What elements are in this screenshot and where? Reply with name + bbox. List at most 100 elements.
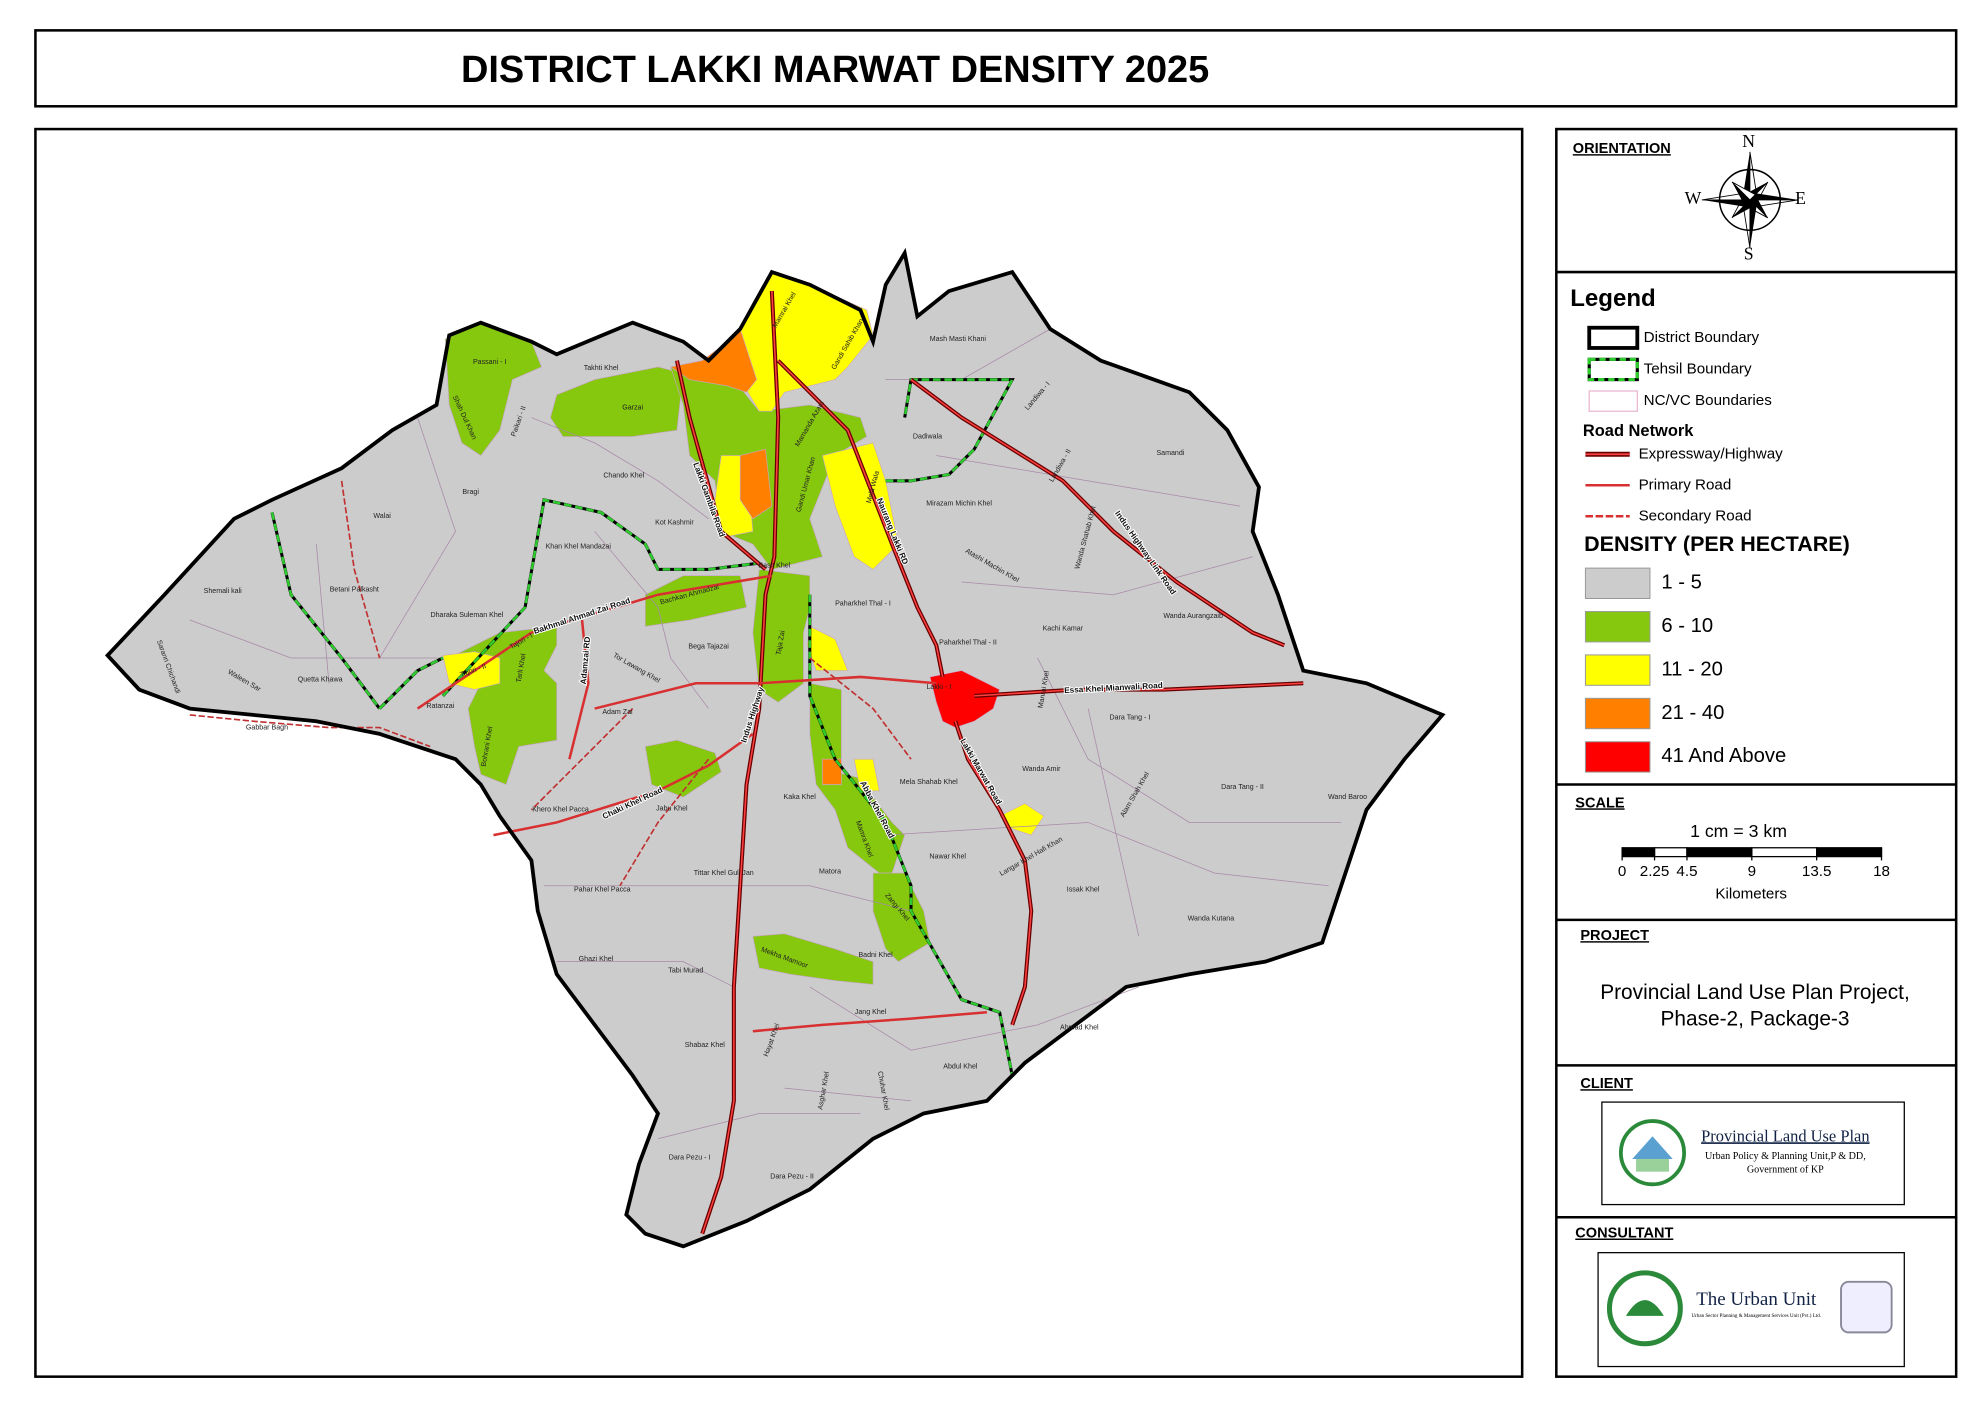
density-zone [550, 366, 684, 437]
legend-label: 41 And Above [1661, 745, 1786, 767]
highway [676, 360, 767, 570]
place-label: Paharkhel Thal - II [939, 639, 997, 647]
project-text: Phase-2, Package-3 [1660, 1007, 1849, 1030]
client-text: Urban Policy & Planning Unit,P & DD, [1705, 1151, 1866, 1162]
legend-label: 6 - 10 [1661, 615, 1713, 637]
primary-road [594, 682, 760, 710]
place-label: Wand Baroo [1328, 793, 1367, 801]
highway [954, 720, 1032, 1026]
place-label: Paharkhel Thal - I [835, 599, 891, 607]
project-text: Provincial Land Use Plan Project, [1600, 981, 1910, 1004]
compass-point [1749, 199, 1758, 249]
scale-unit: Kilometers [1715, 886, 1787, 903]
ncvc-boundary [189, 619, 443, 659]
legend-subheading: Road Network [1583, 422, 1694, 440]
ncvc-boundary [936, 455, 1241, 507]
ncvc-boundary [531, 417, 709, 520]
scale-tick-label: 0 [1618, 863, 1626, 880]
place-label: Issak Khel [1067, 885, 1100, 893]
ncvc-boundary [379, 417, 456, 659]
ncvc-boundary [544, 885, 912, 912]
compass-w: W [1685, 188, 1702, 208]
compass-ring [1718, 168, 1782, 232]
district-boundary [104, 247, 1446, 1249]
scale-segment [1621, 847, 1656, 858]
scale-tick-label: 13.5 [1802, 863, 1832, 880]
legend-heading: Legend [1570, 285, 1655, 312]
client-logo-roof [1632, 1136, 1673, 1160]
compass-e: E [1795, 188, 1806, 208]
place-label: Dara Pezu - II [770, 1173, 814, 1181]
consultant-name: The Urban Unit [1696, 1289, 1817, 1310]
place-label: Dadiwala [913, 432, 942, 440]
place-label: Khero Khel Pacca [532, 806, 589, 814]
place-label: Gabbar Bagh [246, 723, 288, 731]
primary-road [568, 619, 590, 760]
ncvc-boundary [1037, 657, 1342, 823]
place-label: Tabi Murad [668, 966, 703, 974]
density-zone [752, 933, 874, 985]
tehsil-boundary [378, 656, 444, 710]
legend-swatch [1587, 325, 1640, 350]
place-label: Basit Khel [758, 561, 790, 569]
ncvc-boundary [556, 961, 735, 988]
legend-swatch-base [1587, 357, 1639, 382]
place-label: Quetta Khawa [298, 675, 343, 683]
compass-point [1749, 192, 1798, 200]
place-label: Khan Khel Mandazai [546, 542, 612, 550]
legend-label: 21 - 40 [1661, 702, 1724, 724]
place-label: Ghazi Khel [579, 955, 614, 963]
place-label: Pahar Khel Pacca [574, 885, 631, 893]
scale-tick-label: 2.25 [1640, 863, 1670, 880]
title-frame [34, 29, 1958, 108]
legend-label: 1 - 5 [1661, 572, 1702, 594]
place-label: Bragi [462, 488, 479, 496]
density-zone [739, 448, 773, 520]
place-label: Kaka Khel [784, 793, 817, 801]
legend-label: Expressway/Highway [1639, 445, 1784, 462]
secondary-road [340, 480, 381, 659]
place-label: Jabu Khel [656, 804, 688, 812]
place-label: Kachi Kamar [1043, 625, 1084, 633]
primary-road [752, 1010, 988, 1033]
consultant-heading: CONSULTANT [1575, 1226, 1673, 1242]
place-label: Garzai [622, 403, 643, 411]
legend-label: Primary Road [1639, 476, 1732, 493]
client-logo-base [1636, 1159, 1669, 1172]
scale-ratio: 1 cm = 3 km [1690, 821, 1787, 841]
ncvc-boundary [315, 544, 330, 684]
scale-segment [1751, 847, 1818, 858]
primary-road [759, 675, 937, 685]
place-label: Wanda Kutana [1188, 914, 1235, 922]
place-label: Dara Tang - II [1221, 783, 1264, 791]
secondary-road [530, 707, 634, 811]
legend-swatch [1584, 611, 1651, 643]
compass-point [1732, 182, 1750, 206]
orientation-heading: ORIENTATION [1573, 141, 1671, 157]
map-title: DISTRICT LAKKI MARWAT DENSITY 2025 [461, 49, 1209, 91]
place-label: Shabaz Khel [685, 1041, 726, 1049]
place-label: Wanda Amir [1022, 765, 1061, 773]
map-frame [34, 127, 1524, 1378]
ncvc-boundary [961, 556, 1253, 596]
secondary-road [809, 657, 912, 760]
place-label: Ratanzai [426, 702, 454, 710]
place-label: Matora [819, 868, 841, 876]
legend-swatch [1588, 390, 1638, 412]
place-label: Badni Khel [858, 951, 893, 959]
ncvc-boundary [657, 1113, 861, 1140]
scale-tick-label: 18 [1873, 863, 1890, 880]
legend-label: 11 - 20 [1661, 658, 1723, 680]
density-zone [822, 442, 899, 570]
density-zone [853, 758, 880, 792]
place-label: Dharaka Suleman Khel [430, 611, 503, 619]
secondary-road [619, 758, 710, 887]
density-zone [644, 575, 747, 627]
scale-segment [1653, 847, 1688, 858]
legend-swatch [1584, 741, 1651, 773]
place-label: Jang Khel [855, 1008, 887, 1016]
primary-road [493, 732, 754, 837]
consultant-logo-puzzle [1840, 1280, 1893, 1334]
side-panel [1555, 127, 1958, 1378]
